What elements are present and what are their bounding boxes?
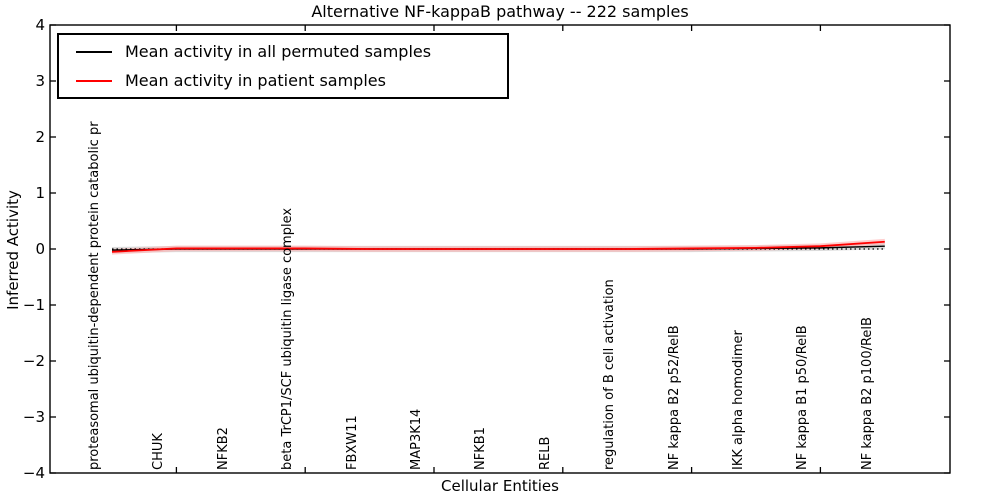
x-category-label: beta TrCP1/SCF ubiquitin ligase complex: [280, 207, 296, 470]
x-category-label: NFKB1: [473, 427, 489, 470]
axis-ticks: [50, 24, 950, 474]
x-category-label: NF kappa B2 p52/RelB: [666, 325, 682, 470]
figure-title: Alternative NF-kappaB pathway -- 222 sam…: [311, 2, 689, 21]
y-tick-label: 1: [35, 184, 45, 202]
plot-border: [49, 24, 951, 474]
x-axis-label: Cellular Entities: [441, 477, 559, 495]
legend-label: Mean activity in all permuted samples: [125, 42, 432, 61]
y-tick-label: −1: [22, 296, 45, 314]
x-category-label: CHUK: [151, 433, 167, 470]
y-tick-label: 4: [35, 16, 45, 34]
legend-entry-patient: Mean activity in patient samples: [59, 66, 507, 95]
x-category-label: IKK alpha homodimer: [731, 330, 746, 470]
y-tick-label: −4: [22, 464, 45, 482]
y-tick-label: 3: [35, 72, 45, 90]
legend: Mean activity in all permuted samples Me…: [57, 33, 509, 99]
legend-line-sample-patient: [76, 79, 112, 82]
x-category-label: FBXW11: [344, 415, 360, 470]
y-tick-label: 0: [35, 240, 45, 258]
series-lines: [111, 240, 885, 253]
legend-label: Mean activity in patient samples: [125, 71, 386, 90]
x-category-label: MAP3K14: [409, 408, 424, 470]
series-line-1: [111, 240, 885, 253]
y-tick-label: −2: [22, 352, 45, 370]
x-category-label: NF kappa B2 p100/RelB: [859, 317, 875, 470]
x-category-label: NF kappa B1 p50/RelB: [795, 325, 811, 470]
x-category-label: regulation of B cell activation: [602, 279, 618, 470]
legend-entry-permuted: Mean activity in all permuted samples: [59, 37, 507, 66]
x-category-label: RELB: [537, 436, 553, 470]
x-category-label: proteasomal ubiquitin-dependent protein …: [87, 121, 102, 470]
band-1: [112, 238, 885, 255]
y-tick-label: −3: [22, 408, 45, 426]
y-tick-label: 2: [35, 128, 45, 146]
legend-line-sample-permuted: [76, 50, 112, 53]
x-category-label: NFKB2: [215, 427, 231, 470]
